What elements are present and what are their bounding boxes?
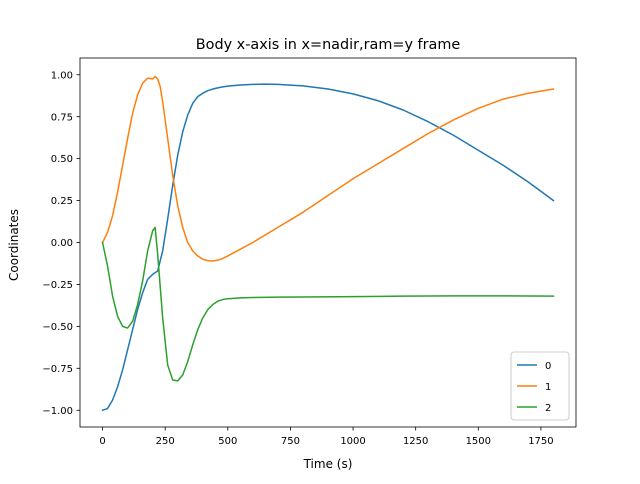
x-tick-label: 0 xyxy=(99,436,105,447)
series-line-2 xyxy=(101,226,555,382)
x-tick-label: 750 xyxy=(281,436,300,447)
legend-label-0: 0 xyxy=(545,361,551,372)
legend-box xyxy=(510,351,570,421)
y-axis-label: Coordinates xyxy=(7,209,21,281)
plot-area: 0 250 500 750 1000 1250 1500 1750 −1.00 −0.75 −0.5… xyxy=(42,57,577,447)
chart-title: Body x-axis in x=nadir,ram=y frame xyxy=(196,37,461,53)
y-tick-label: −1.00 xyxy=(42,406,73,417)
series-line-0 xyxy=(101,83,555,412)
x-tick-label: 1000 xyxy=(340,436,365,447)
y-tick-label: −0.50 xyxy=(42,322,73,333)
x-axis-label: Time (s) xyxy=(303,457,353,471)
y-tick-label: 0.50 xyxy=(51,154,73,165)
y-tick-label: 0.75 xyxy=(51,112,73,123)
y-tick-label: 0.00 xyxy=(51,238,73,249)
y-tick-label: −0.25 xyxy=(42,280,73,291)
x-tick-label: 1500 xyxy=(466,436,491,447)
x-tick-label: 250 xyxy=(156,436,175,447)
y-tick-label: 1.00 xyxy=(51,70,73,81)
x-tick-label: 1250 xyxy=(403,436,428,447)
series-line-1 xyxy=(101,75,555,262)
legend-label-1: 1 xyxy=(545,382,551,393)
legend-label-2: 2 xyxy=(545,403,551,414)
y-tick-label: −0.75 xyxy=(42,364,73,375)
y-tick-label: 0.25 xyxy=(51,196,73,207)
x-tick-label: 1750 xyxy=(528,436,553,447)
x-tick-label: 500 xyxy=(218,436,237,447)
